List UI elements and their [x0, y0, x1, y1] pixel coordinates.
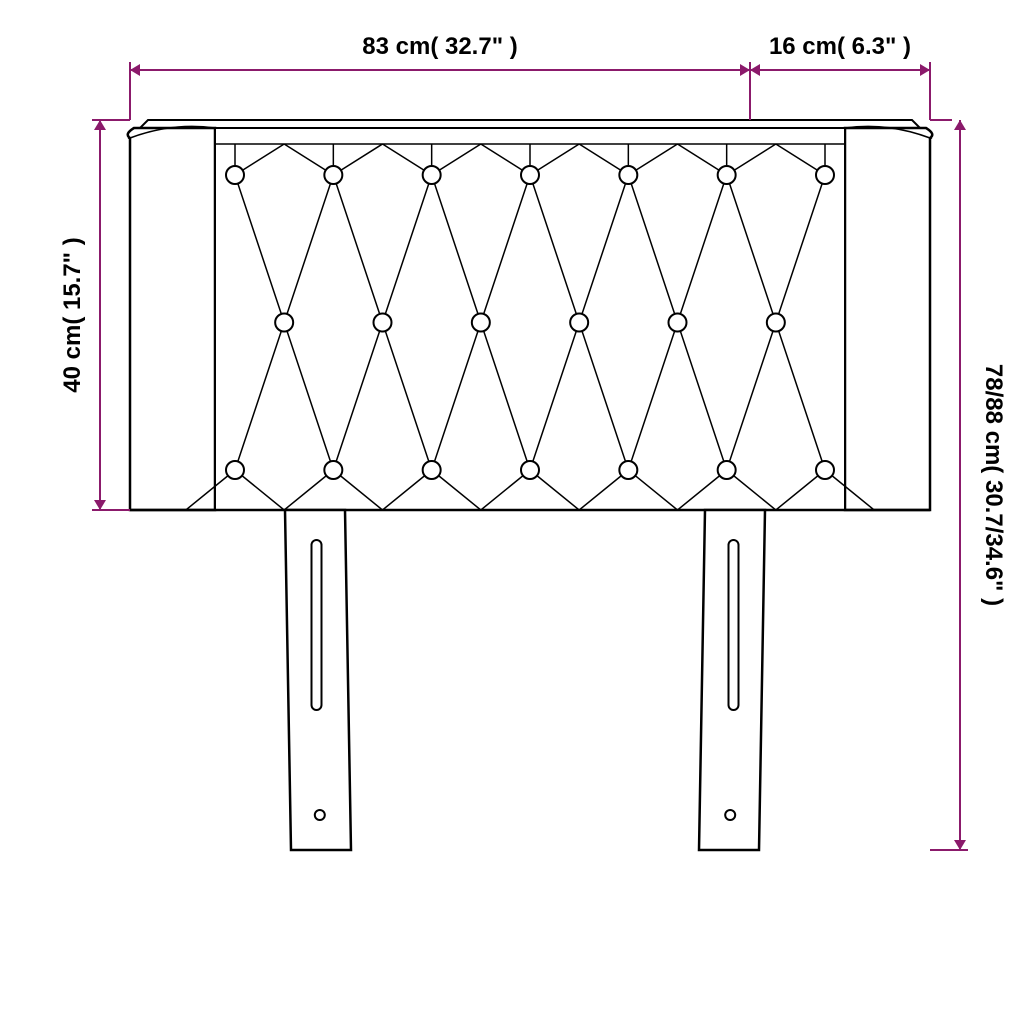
headboard — [128, 120, 933, 510]
tuft-button — [619, 166, 637, 184]
tuft-button — [669, 314, 687, 332]
tuft-button — [226, 166, 244, 184]
leg-hole — [315, 810, 325, 820]
dimension-label: 78/88 cm( 30.7/34.6" ) — [980, 364, 1007, 606]
leg-slot — [312, 540, 322, 710]
tuft-button — [767, 314, 785, 332]
dimension-label: 83 cm( 32.7" ) — [362, 33, 517, 60]
tuft-button — [521, 166, 539, 184]
leg-right — [699, 510, 765, 850]
leg-slot — [729, 540, 739, 710]
tuft-button — [521, 461, 539, 479]
tuft-button — [816, 461, 834, 479]
dimension-label: 40 cm( 15.7" ) — [59, 237, 86, 392]
dimension-label: 16 cm( 6.3" ) — [769, 33, 911, 60]
tuft-button — [374, 314, 392, 332]
tuft-button — [324, 166, 342, 184]
tuft-button — [324, 461, 342, 479]
tuft-button — [226, 461, 244, 479]
tuft-button — [718, 166, 736, 184]
tuft-button — [423, 166, 441, 184]
tuft-button — [718, 461, 736, 479]
tuft-button — [570, 314, 588, 332]
leg-hole — [725, 810, 735, 820]
tuft-button — [472, 314, 490, 332]
tuft-button — [619, 461, 637, 479]
tuft-button — [423, 461, 441, 479]
leg-left — [285, 510, 351, 850]
tuft-button — [816, 166, 834, 184]
tuft-button — [275, 314, 293, 332]
